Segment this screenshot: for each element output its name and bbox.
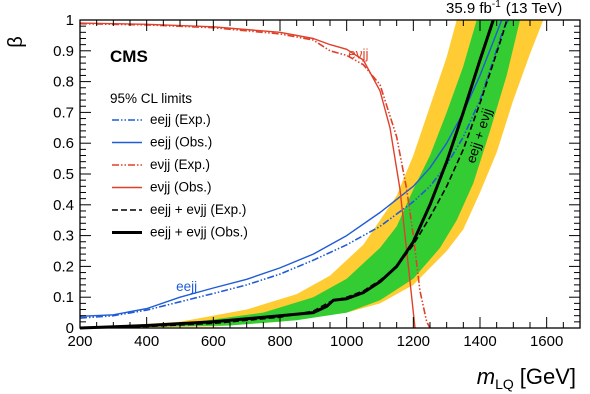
y-tick-label: 0.9	[53, 43, 74, 60]
x-tick-label: 400	[134, 333, 159, 350]
curve-annotation: eejj	[176, 279, 197, 294]
y-tick-label: 0.7	[53, 104, 74, 121]
expected-bands	[80, 20, 544, 328]
legend: 95% CL limits eejj (Exp.) eejj (Obs.) eνjj…	[110, 91, 248, 240]
y-tick-label: 1	[66, 12, 74, 29]
y-tick-label: 0.4	[53, 197, 74, 214]
series-line-3	[79, 22, 416, 329]
limit-curves	[79, 19, 510, 330]
y-tick-label: 0.1	[53, 289, 74, 306]
y-tick-label: 0.8	[53, 74, 74, 91]
x-tick-label: 200	[67, 333, 92, 350]
series-line-5	[79, 19, 495, 330]
x-tick-label: 1200	[397, 333, 430, 350]
legend-entry: eejj (Obs.)	[150, 135, 212, 150]
legend-title: 95% CL limits	[110, 91, 192, 106]
cms-label: CMS	[110, 47, 148, 66]
legend-entry: eνjj (Exp.)	[150, 157, 210, 172]
series-line-2	[79, 22, 431, 329]
axis-ticks	[79, 19, 581, 329]
x-tick-label: 1600	[530, 333, 563, 350]
x-axis-title: mLQ [GeV]	[477, 364, 576, 392]
y-tick-label: 0.5	[53, 166, 74, 183]
y-tick-label: 0	[66, 320, 74, 337]
series-line-1	[79, 19, 503, 317]
x-tick-label: 1400	[463, 333, 496, 350]
legend-entry: eejj + eνjj (Exp.)	[150, 202, 246, 217]
curve-annotation: eνjj	[348, 47, 368, 62]
y-tick-label: 0.2	[53, 258, 74, 275]
x-tick-label: 1000	[330, 333, 363, 350]
legend-entry: eejj (Exp.)	[150, 112, 211, 127]
y-tick-label: 0.3	[53, 228, 74, 245]
axis-tick-labels: 200 400 600 800 1000 1200 1400 1600 0 0.1 0.2 0.3 0.…	[53, 12, 563, 350]
x-tick-label: 600	[201, 333, 226, 350]
legend-entry: eejj + eνjj (Obs.)	[150, 225, 248, 240]
series-line-0	[79, 19, 510, 319]
y-axis-title: β	[5, 36, 27, 48]
lumi-label: 35.9 fb-1 (13 TeV)	[446, 0, 562, 17]
x-tick-label: 800	[267, 333, 292, 350]
legend-entry: eνjj (Obs.)	[150, 180, 212, 195]
band-1sigma	[80, 20, 520, 328]
y-tick-label: 0.6	[53, 135, 74, 152]
